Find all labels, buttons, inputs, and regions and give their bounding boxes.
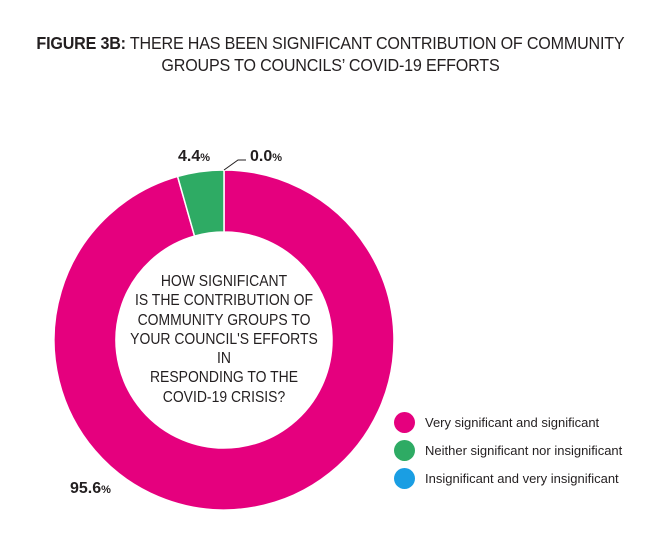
title-line-1: FIGURE 3B: THERE HAS BEEN SIGNIFICANT CO… (26, 32, 634, 54)
chart-title: FIGURE 3B: THERE HAS BEEN SIGNIFICANT CO… (26, 32, 634, 76)
data-label-value: 4.4 (178, 148, 201, 165)
center-question-line: IS THE CONTRIBUTION OF (134, 292, 314, 310)
legend-item: Insignificant and very insignificant (394, 466, 622, 490)
title-text-2: GROUPS TO COUNCILS’ COVID-19 EFFORTS (161, 55, 500, 75)
legend-label: Very significant and significant (425, 414, 600, 430)
title-prefix: FIGURE 3B: (36, 33, 126, 53)
data-label-very-significant: 95.6% (70, 480, 111, 498)
legend: Very significant and significant Neither… (394, 410, 622, 494)
center-question-line: YOUR COUNCIL'S EFFORTS IN (130, 330, 318, 368)
data-label-unit: % (101, 484, 111, 496)
legend-label: Neither significant nor insignificant (425, 442, 623, 458)
pie-slice-neither (176, 169, 225, 238)
center-question: HOW SIGNIFICANT IS THE CONTRIBUTION OF C… (123, 272, 325, 407)
center-question-line: COMMUNITY GROUPS TO (137, 311, 311, 329)
center-question-line: HOW SIGNIFICANT (160, 273, 288, 290)
legend-swatch (394, 467, 415, 489)
title-text-1: THERE HAS BEEN SIGNIFICANT CONTRIBUTION … (129, 33, 625, 53)
legend-swatch (394, 439, 415, 461)
data-label-value: 0.0 (250, 148, 273, 165)
legend-swatch (394, 411, 415, 433)
center-question-line: COVID-19 CRISIS? (162, 388, 286, 406)
data-label-value: 95.6 (70, 480, 102, 497)
data-label-insignificant: 0.0% (250, 148, 282, 166)
pie-slice-very-significant (53, 169, 395, 511)
legend-item: Neither significant nor insignificant (394, 438, 622, 462)
leader-line (223, 159, 246, 171)
data-label-neither: 4.4% (178, 148, 210, 166)
center-question-line: RESPONDING TO THE (149, 369, 299, 387)
data-label-unit: % (200, 152, 211, 164)
legend-item: Very significant and significant (394, 410, 622, 434)
legend-label: Insignificant and very insignificant (425, 470, 619, 486)
data-label-unit: % (272, 152, 283, 164)
